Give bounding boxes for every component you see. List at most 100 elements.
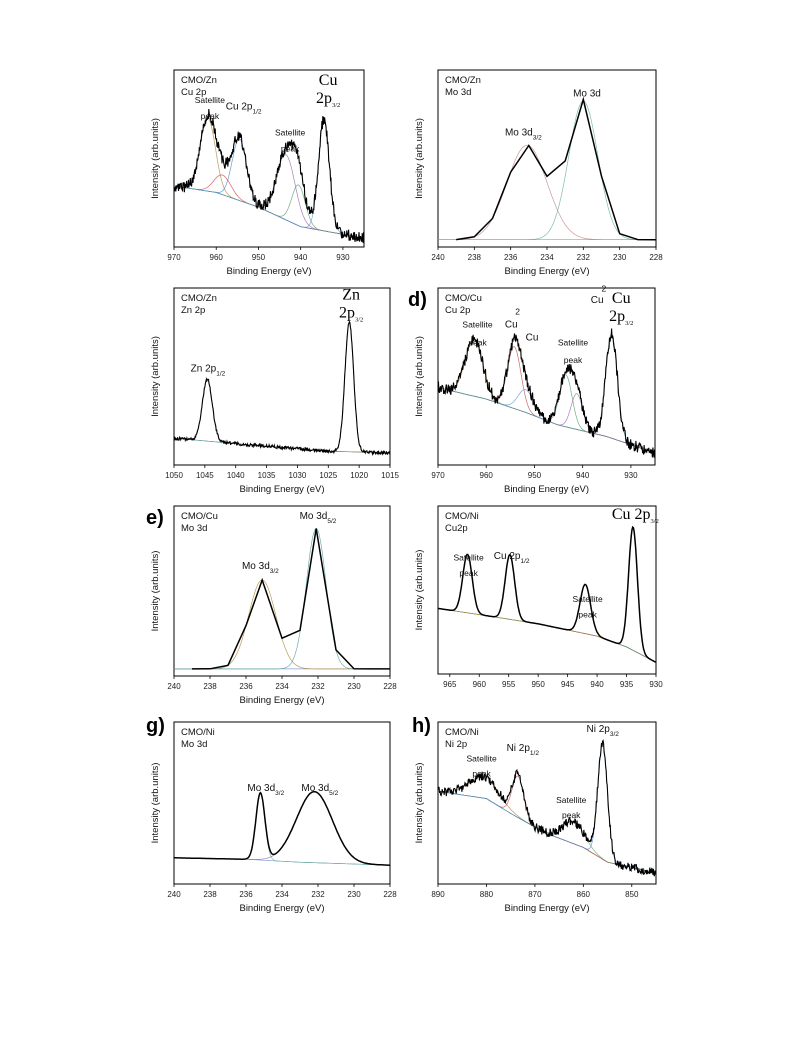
panel-letter: e) xyxy=(146,507,164,529)
y-axis-label: Intensity (arb.units) xyxy=(414,336,425,417)
spectrum-line xyxy=(438,525,656,663)
spectrum-line xyxy=(438,328,655,458)
xps-panel-b: 240 238 236 234 232 230 228 Binding Energy (eV)… xyxy=(414,69,663,277)
y-axis-label: Intensity (arb.units) xyxy=(150,763,161,844)
x-tick-label: 930 xyxy=(649,680,663,689)
plot-area xyxy=(174,790,390,866)
x-tick-label: 960 xyxy=(473,680,487,689)
x-tick-label: 240 xyxy=(167,890,181,899)
x-tick-label: 232 xyxy=(577,253,591,262)
panel-title: CMO/Ni xyxy=(445,727,479,738)
peak-annotation: Mo 3d5/2 xyxy=(300,511,337,525)
peak-annotation: 2p3/2 xyxy=(339,305,363,324)
x-tick-label: 950 xyxy=(252,253,266,262)
peak-annotation: peak xyxy=(562,810,581,820)
peak-annotation: Satellite xyxy=(573,594,604,604)
xps-panel-f: 965 960 955 950 945 940 935 930 Intensity (arb.u… xyxy=(414,505,663,689)
x-tick-label: 965 xyxy=(443,680,457,689)
component-peak xyxy=(174,579,390,670)
panel-title: CMO/Zn xyxy=(445,75,481,86)
component-peak xyxy=(438,584,656,663)
component-peak xyxy=(438,338,655,454)
x-tick-label: 236 xyxy=(239,890,253,899)
plot-frame xyxy=(437,287,656,466)
spectrum-line xyxy=(456,96,656,241)
peak-annotation: Cu xyxy=(612,290,631,307)
x-tick-label: 890 xyxy=(431,890,445,899)
component-peak xyxy=(438,775,656,873)
peak-annotation: peak xyxy=(459,568,478,578)
plot-frame xyxy=(437,505,657,675)
x-tick-label: 935 xyxy=(620,680,634,689)
x-tick-label: 230 xyxy=(613,253,627,262)
x-tick-label: 970 xyxy=(431,471,445,480)
component-peak xyxy=(438,333,655,454)
peak-annotation: Satellite xyxy=(558,337,589,347)
x-tick-label: 240 xyxy=(167,682,181,691)
spectrum-line xyxy=(438,739,656,877)
panel-title: CMO/Zn xyxy=(181,75,217,86)
x-axis-label: Binding Energy (eV) xyxy=(239,484,324,495)
x-tick-label: 228 xyxy=(383,682,397,691)
x-tick-label: 234 xyxy=(275,682,289,691)
xps-panel-h: 890 880 870 860 850 Binding Energy (eV) Intens… xyxy=(412,715,657,914)
x-tick-label: 232 xyxy=(311,682,325,691)
peak-annotation: Satellite xyxy=(275,127,306,137)
x-tick-label: 1035 xyxy=(258,471,276,480)
y-axis-label: Intensity (arb.units) xyxy=(414,550,425,631)
component-peak xyxy=(174,792,390,866)
x-tick-label: 850 xyxy=(625,890,639,899)
peak-annotation: Mo 3d3/2 xyxy=(242,561,279,575)
x-tick-label: 940 xyxy=(576,471,590,480)
peak-annotation: Cu 2p1/2 xyxy=(494,551,530,565)
x-tick-label: 1045 xyxy=(196,471,214,480)
x-tick-label: 230 xyxy=(347,682,361,691)
panel-title: CMO/Ni xyxy=(181,727,215,738)
x-tick-label: 860 xyxy=(577,890,591,899)
spectrum-line xyxy=(191,528,390,670)
peak-annotation: 2p3/2 xyxy=(609,308,633,327)
background-line xyxy=(174,437,390,454)
peak-annotation: Mo 3d xyxy=(573,88,601,99)
x-tick-label: 228 xyxy=(383,890,397,899)
component-peak xyxy=(174,791,390,866)
peak-annotation: Cu xyxy=(591,295,604,306)
y-axis-label: Intensity (arb.units) xyxy=(150,118,161,199)
peak-annotation: Satellite xyxy=(556,795,587,805)
x-tick-label: 945 xyxy=(561,680,575,689)
panel-letter: h) xyxy=(412,715,431,737)
x-tick-label: 228 xyxy=(649,253,663,262)
component-peak xyxy=(438,100,656,241)
component-peak xyxy=(174,378,390,454)
xps-panel-g: 240 238 236 234 232 230 228 Binding Energy (eV)… xyxy=(146,715,397,914)
component-peak xyxy=(438,374,655,454)
x-tick-label: 238 xyxy=(203,682,217,691)
peak-annotation: Zn 2p1/2 xyxy=(191,363,226,377)
component-peak xyxy=(438,144,656,241)
xps-panel-c: 1050 1045 1040 1035 1030 1025 1020 1015 Binding … xyxy=(150,287,399,495)
x-tick-label: 940 xyxy=(294,253,308,262)
x-tick-label: 1020 xyxy=(350,471,368,480)
peak-annotation: Satellite xyxy=(454,553,485,563)
peak-annotation: Satellite xyxy=(462,319,493,329)
x-tick-label: 870 xyxy=(528,890,542,899)
x-tick-label: 950 xyxy=(528,471,542,480)
peak-annotation: peak xyxy=(468,337,487,347)
x-tick-label: 236 xyxy=(504,253,518,262)
x-axis-label: Binding Energy (eV) xyxy=(504,484,589,495)
peak-annotation: Satellite xyxy=(466,754,497,764)
x-tick-label: 1015 xyxy=(381,471,399,480)
x-tick-label: 950 xyxy=(531,680,545,689)
panel-title: Mo 3d xyxy=(181,739,207,750)
peak-annotation: 2 xyxy=(602,283,607,293)
plot-area xyxy=(174,320,390,457)
panel-title: Cu2p xyxy=(445,523,468,534)
x-tick-label: 234 xyxy=(540,253,554,262)
x-tick-label: 960 xyxy=(480,471,494,480)
spectrum-line xyxy=(174,320,390,457)
x-tick-label: 234 xyxy=(275,890,289,899)
plot-area xyxy=(174,108,364,243)
panel-title: CMO/Cu xyxy=(445,293,482,304)
x-tick-label: 960 xyxy=(210,253,224,262)
x-tick-label: 930 xyxy=(624,471,638,480)
